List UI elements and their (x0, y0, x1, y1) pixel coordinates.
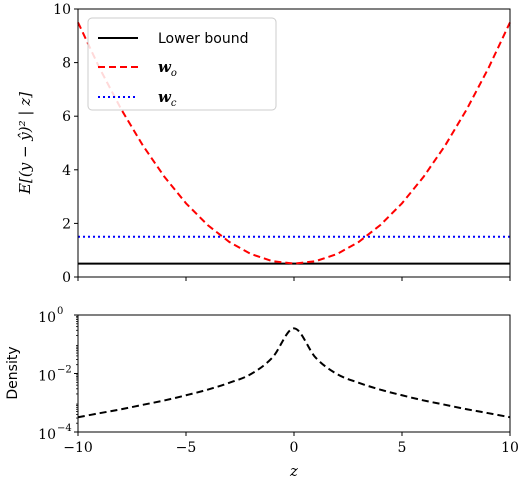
top-panel: 0 2 4 6 8 10 E[(y − ŷ)² | z] Lower bound wo w… (16, 2, 511, 286)
legend-label-wo: wo (158, 58, 177, 79)
top-series-group (77, 21, 511, 265)
y-tick-label: 6 (62, 109, 71, 125)
y-tick-label: 2 (62, 216, 71, 232)
legend-label-lower: Lower bound (158, 31, 248, 47)
y-tick-label: 0 (62, 270, 71, 286)
legend-label-wc: wc (158, 88, 177, 109)
legend-label-wo-sub: o (171, 68, 177, 79)
x-tick-label: −10 (63, 440, 93, 456)
bottom-y-axis-label: Density (5, 346, 21, 399)
bottom-x-axis-label: z (289, 462, 298, 480)
y-tick-label: 8 (62, 56, 71, 72)
top-y-axis-label: E[(y − ŷ)² | z] (16, 92, 34, 195)
x-tick-label: 5 (398, 440, 407, 456)
bottom-plot-frame (77, 314, 511, 433)
y-tick-exponent: 0 (57, 306, 63, 317)
legend-label-wc-sub: c (171, 98, 177, 109)
legend-label-wc-main: w (158, 88, 172, 106)
y-tick-exponent: −4 (57, 423, 72, 434)
bottom-series-group (77, 327, 511, 419)
y-tick-label: 10 (38, 427, 56, 443)
top-y-ticks: 0 2 4 6 8 10 (53, 2, 78, 286)
top-legend: Lower bound wo wc (87, 17, 277, 111)
y-tick-label: 10 (38, 310, 56, 326)
y-tick-label: 10 (38, 369, 56, 385)
density-line-0 (77, 327, 511, 419)
legend-box (87, 17, 277, 111)
x-tick-label: 10 (501, 440, 519, 456)
y-tick-label: 10 (53, 2, 71, 18)
x-tick-label: −5 (176, 440, 197, 456)
top-x-ticks (77, 277, 511, 281)
bottom-x-ticks: −10 −5 0 5 10 (63, 432, 519, 456)
y-tick-label: 4 (62, 163, 71, 179)
y-tick-exponent: −2 (57, 365, 72, 376)
legend-label-wo-main: w (158, 58, 172, 76)
x-tick-label: 0 (290, 440, 299, 456)
